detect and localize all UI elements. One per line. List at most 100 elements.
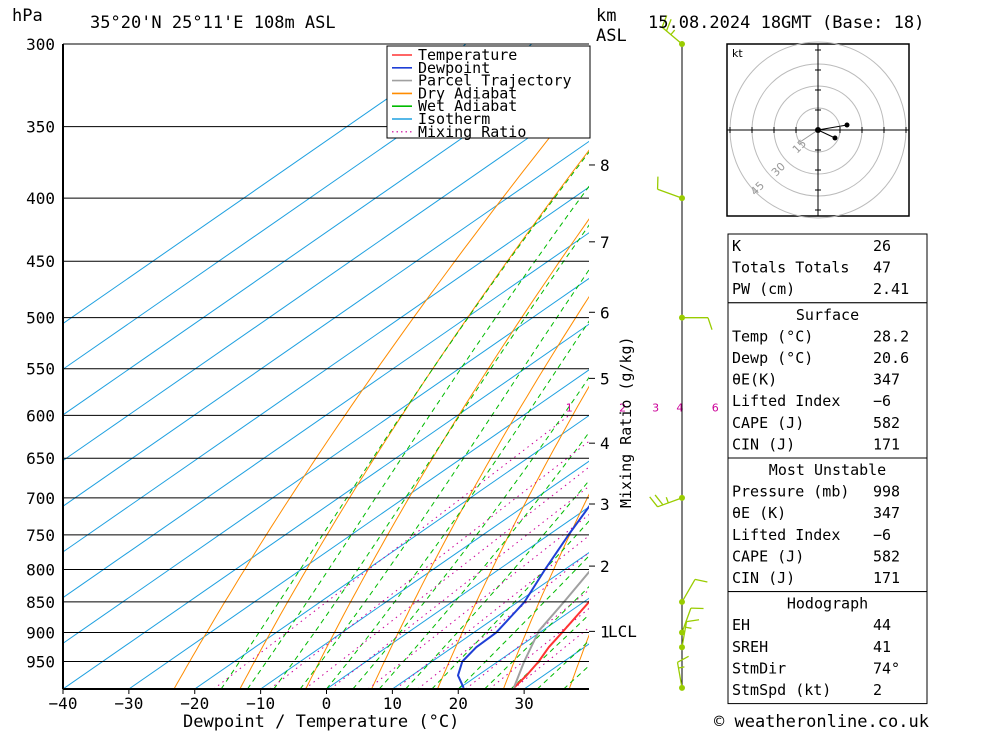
- indices-table: K 26 Totals Totals 47 PW (cm) 2.41 Surface Temp…: [727, 233, 928, 705]
- isotherm-line: [128, 369, 589, 689]
- most-unstable-indices-box: [727, 457, 928, 593]
- x-tick-label: 30: [514, 694, 533, 713]
- pressure-tick-label: 450: [26, 252, 55, 271]
- x-tick-label: 0: [322, 694, 332, 713]
- mixing-ratio-label: 6: [712, 401, 719, 414]
- wet-adiabat-line: [405, 479, 589, 689]
- wind-barb-shaft: [681, 579, 696, 603]
- wind-barb-half-flag: [685, 626, 692, 629]
- wind-barb-column: [649, 15, 713, 691]
- index-value: 171: [873, 569, 900, 587]
- wind-barb: [679, 578, 708, 605]
- general-indices-box: [727, 233, 928, 304]
- legend-label: Dry Adiabat: [418, 84, 517, 102]
- isotherm-line: [63, 232, 589, 599]
- index-value: −6: [873, 392, 891, 410]
- legend-label: Isotherm: [418, 110, 490, 128]
- temperature-line: [513, 600, 589, 689]
- location-title: 35°20'N 25°11'E 108m ASL: [90, 13, 336, 33]
- index-value: 44: [873, 616, 891, 634]
- wind-barb-half-flag: [665, 497, 669, 504]
- isotherm-line: [260, 460, 589, 689]
- isotherm-line: [63, 95, 589, 462]
- wind-barb-shaft: [661, 26, 683, 45]
- wet-adiabat-line: [326, 320, 589, 689]
- index-value: 41: [873, 638, 891, 656]
- wind-barb: [679, 607, 704, 636]
- wind-barb-shaft: [681, 621, 688, 648]
- wind-barb-flag: [654, 494, 664, 506]
- hodograph-indices-title: Hodograph: [787, 595, 868, 613]
- km-tick-label: 3: [600, 495, 610, 514]
- pressure-tick-label: 400: [26, 189, 55, 208]
- wind-barb-shaft: [681, 607, 692, 633]
- legend-label: Wet Adiabat: [418, 97, 517, 115]
- index-label: PW (cm): [732, 280, 795, 298]
- profile-lines: [457, 505, 589, 689]
- wind-barb-flag: [677, 655, 689, 663]
- x-tick-label: −40: [49, 694, 78, 713]
- index-label: Lifted Index: [732, 392, 840, 410]
- wind-barb-shaft: [657, 188, 683, 199]
- wind-barb-shaft: [657, 497, 683, 508]
- legend-box: [386, 45, 591, 139]
- index-label: CAPE (J): [732, 414, 804, 432]
- wind-barb: [679, 619, 700, 651]
- isotherm-line: [63, 186, 589, 553]
- asl-unit-label: ASL: [596, 26, 627, 46]
- wind-barb-flag: [694, 578, 708, 583]
- pressure-tick-label: 300: [26, 35, 55, 54]
- index-label: CAPE (J): [732, 547, 804, 565]
- wind-barb: [656, 176, 685, 202]
- x-tick-label: 10: [383, 694, 402, 713]
- index-label: Temp (°C): [732, 327, 813, 345]
- pressure-tick-label: 850: [26, 593, 55, 612]
- pressure-tick-label: 650: [26, 449, 55, 468]
- wind-barb: [676, 655, 689, 691]
- wet-adiabat-line: [457, 555, 589, 689]
- index-label: K: [732, 237, 741, 255]
- km-tick-label: 1: [600, 622, 610, 641]
- surface-indices-box: [727, 302, 928, 459]
- pressure-tick-label: 900: [26, 624, 55, 643]
- km-tick-label: 5: [600, 369, 610, 388]
- wet-adiabat-line: [431, 520, 589, 689]
- index-value: 171: [873, 435, 900, 453]
- pressure-tick-label: 500: [26, 309, 55, 328]
- wind-barb-flag: [707, 317, 713, 330]
- legend-label: Temperature: [418, 46, 517, 64]
- km-unit-label: km: [596, 6, 616, 26]
- index-label: EH: [732, 616, 750, 634]
- legend-label: Parcel Trajectory: [418, 72, 572, 90]
- mixing-ratio-label: 4: [676, 401, 683, 414]
- x-tick-label: 20: [449, 694, 468, 713]
- mixing-ratio-line: [304, 466, 589, 689]
- legend-label: Dewpoint: [418, 59, 490, 77]
- hodograph-unit-label: kt: [732, 47, 743, 60]
- mixing-ratio-label: 3: [652, 401, 659, 414]
- mixing-ratio-line: [213, 414, 570, 689]
- km-tick-label: 2: [600, 557, 610, 576]
- index-value: 998: [873, 483, 900, 501]
- mixing-ratio-line: [417, 552, 589, 689]
- km-tick-label: 7: [600, 233, 610, 252]
- km-tick-label: 4: [600, 434, 610, 453]
- x-tick-label: −30: [114, 694, 143, 713]
- index-value: 74°: [873, 659, 900, 677]
- mixing-ratio-line: [269, 440, 589, 689]
- isotherm-line: [63, 44, 467, 325]
- wind-barb-flag: [665, 18, 672, 32]
- index-label: Totals Totals: [732, 259, 849, 277]
- index-label: StmSpd (kt): [732, 681, 831, 699]
- mixing-ratio-axis-title: Mixing Ratio (g/kg): [617, 336, 635, 508]
- index-label: StmDir: [732, 659, 786, 677]
- isotherm-line: [63, 49, 589, 416]
- index-value: 26: [873, 237, 891, 255]
- index-value: 347: [873, 504, 900, 522]
- storm-motion-vector: [799, 129, 819, 143]
- index-value: 582: [873, 547, 900, 565]
- index-value: 2.41: [873, 280, 909, 298]
- credit-text: © weatheronline.co.uk: [714, 712, 929, 732]
